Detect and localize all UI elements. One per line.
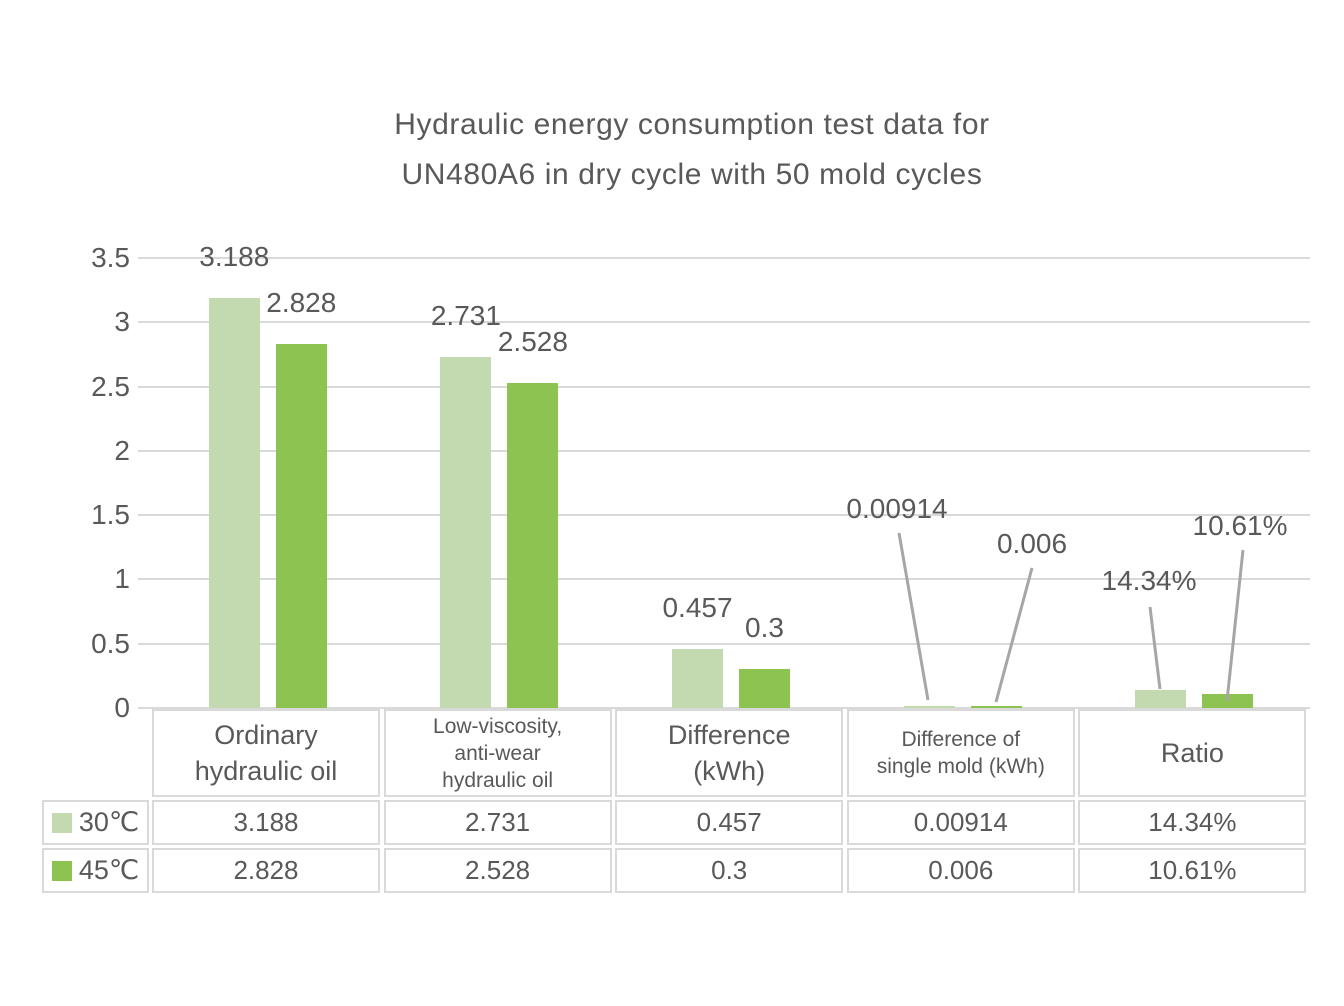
bar-30℃-4 — [1135, 689, 1187, 708]
y-gridline — [138, 385, 1310, 388]
data-label-30℃-1: 2.731 — [430, 299, 501, 331]
data-label-45℃-1: 2.528 — [497, 325, 568, 357]
table-value-cell: 3.188 — [152, 800, 380, 845]
y-axis-tick-label: 2 — [114, 434, 130, 466]
data-label-30℃-3: 0.00914 — [846, 493, 948, 524]
bar-30℃-1 — [440, 356, 492, 708]
bar-45℃-3 — [970, 706, 1022, 708]
data-label-45℃-0: 2.828 — [266, 287, 337, 319]
table-row-label-30℃: 30℃ — [42, 800, 149, 845]
table-value-cell: 2.528 — [383, 848, 612, 893]
table-value-cell: 2.731 — [383, 800, 612, 845]
table-value-cell: 10.61% — [1078, 848, 1307, 893]
legend-label: 30℃ — [78, 807, 140, 837]
table-value-cell: 14.34% — [1078, 800, 1307, 845]
y-axis-tick-label: 2.5 — [91, 370, 130, 402]
table-value-cell: 2.828 — [152, 848, 380, 893]
y-axis-tick-label: 1.5 — [91, 499, 130, 531]
bar-45℃-2 — [739, 669, 790, 708]
legend-swatch-30℃ — [51, 812, 72, 833]
bar-30℃-2 — [672, 649, 723, 708]
y-gridline — [138, 257, 1310, 259]
data-label-30℃-4: 14.34% — [1101, 565, 1197, 596]
y-gridline — [138, 514, 1310, 517]
y-gridline — [138, 578, 1310, 581]
y-gridline — [138, 449, 1310, 452]
data-label-45℃-4: 10.61% — [1192, 510, 1288, 541]
leader-line — [897, 532, 930, 701]
chart-title: Hydraulic energy consumption test data f… — [57, 100, 1327, 200]
data-label-45℃-2: 0.3 — [745, 612, 784, 644]
chart-title-line2: UN480A6 in dry cycle with 50 mold cycles — [401, 158, 983, 191]
y-gridline — [138, 642, 1310, 645]
y-gridline — [138, 321, 1310, 324]
table-row-label-45℃: 45℃ — [42, 848, 149, 893]
table-value-cell: 0.00914 — [846, 800, 1075, 845]
leader-line — [1148, 606, 1162, 690]
y-axis-tick-label: 3 — [114, 306, 130, 338]
table-header-cell: Ratio — [1078, 709, 1307, 797]
table-value-cell: 0.3 — [615, 848, 844, 893]
leader-line — [994, 567, 1034, 703]
bar-45℃-1 — [507, 382, 559, 708]
bar-30℃-0 — [208, 298, 260, 708]
table-value-cell: 0.457 — [615, 800, 844, 845]
y-axis-tick-label: 0.5 — [91, 627, 130, 659]
bar-30℃-3 — [903, 706, 955, 708]
bar-45℃-4 — [1202, 694, 1254, 708]
y-axis-tick-label: 1 — [114, 563, 130, 595]
y-axis-tick-label: 0 — [114, 692, 130, 723]
table-header-cell: Low-viscosity, anti-wear hydraulic oil — [383, 709, 612, 797]
table-header-cell: Difference of single mold (kWh) — [846, 709, 1075, 797]
table-value-cell: 0.006 — [846, 848, 1075, 893]
data-label-45℃-3: 0.006 — [996, 528, 1068, 559]
table-header-cell: Difference (kWh) — [615, 709, 844, 797]
legend-label: 45℃ — [78, 855, 140, 885]
data-label-30℃-2: 0.457 — [662, 592, 733, 624]
legend-swatch-45℃ — [51, 860, 72, 881]
table-header-cell: Ordinary hydraulic oil — [152, 709, 380, 797]
data-label-30℃-0: 3.188 — [199, 241, 270, 273]
y-gridline — [138, 707, 1310, 709]
bar-45℃-0 — [275, 344, 327, 708]
chart-title-line1: Hydraulic energy consumption test data f… — [394, 108, 990, 141]
y-axis-tick-label: 3.5 — [91, 242, 130, 273]
leader-line — [1225, 549, 1245, 702]
